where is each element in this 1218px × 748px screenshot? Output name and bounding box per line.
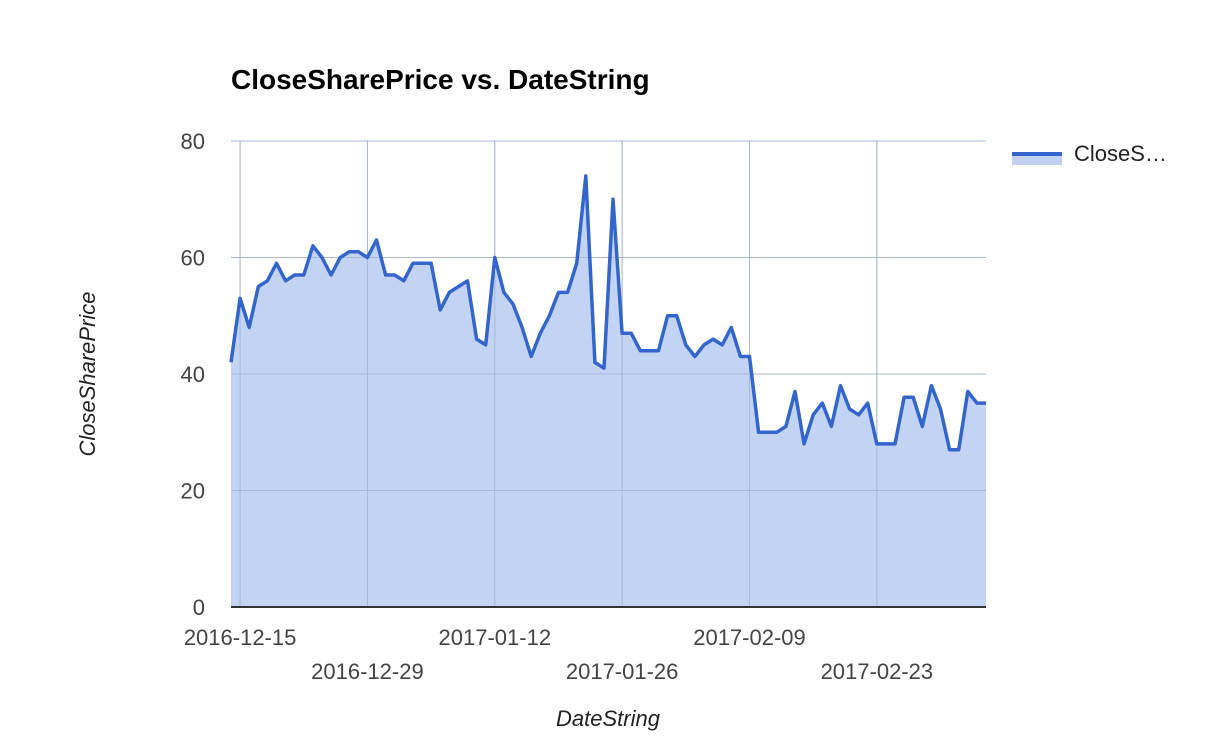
y-tick-label: 60 xyxy=(181,246,205,271)
legend[interactable]: CloseS… xyxy=(1012,141,1167,167)
x-tick-label: 2017-02-23 xyxy=(821,659,934,684)
x-tick-label: 2016-12-29 xyxy=(311,659,424,684)
y-tick-label: 0 xyxy=(193,595,205,620)
x-tick-label: 2017-01-26 xyxy=(566,659,679,684)
chart-title: CloseSharePrice vs. DateString xyxy=(231,64,650,95)
area-fill xyxy=(231,175,986,607)
y-axis-title: CloseSharePrice xyxy=(75,291,100,456)
series-line xyxy=(229,174,986,452)
y-tick-label: 40 xyxy=(181,362,205,387)
x-axis-title: DateString xyxy=(556,706,661,731)
y-tick-label: 20 xyxy=(181,479,205,504)
x-tick-label: 2017-01-12 xyxy=(439,625,552,650)
legend-swatch xyxy=(1012,143,1062,165)
y-tick-label: 80 xyxy=(181,129,205,154)
x-tick-label: 2017-02-09 xyxy=(693,625,806,650)
legend-label: CloseS… xyxy=(1074,141,1167,166)
x-tick-label: 2016-12-15 xyxy=(184,625,297,650)
